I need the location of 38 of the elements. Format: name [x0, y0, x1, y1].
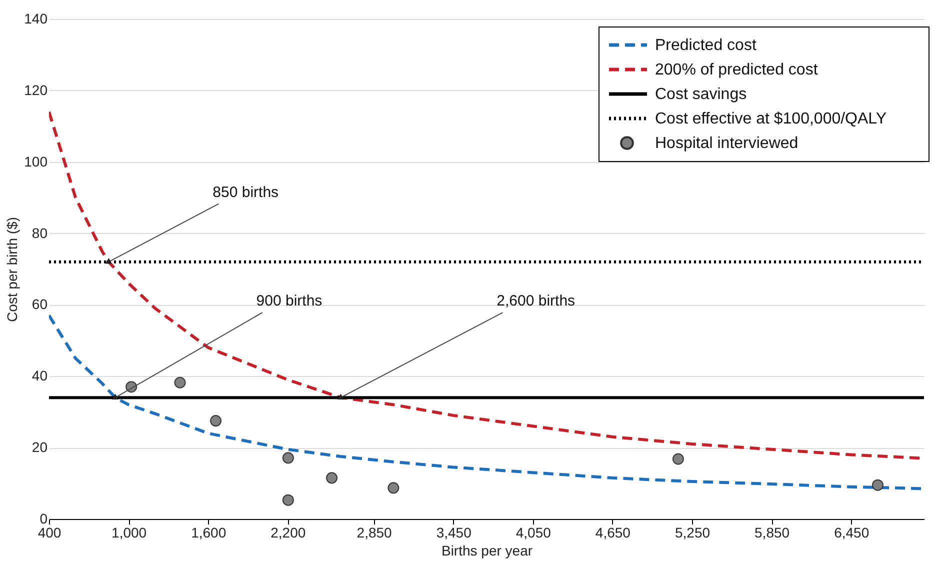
y-tick-label: 40: [32, 368, 48, 384]
line-series: [49, 314, 924, 490]
point: [388, 482, 400, 494]
x-tick-label: 5,850: [754, 524, 790, 540]
x-tick-label: 6,450: [834, 524, 870, 540]
legend-label: Cost effective at $100,000/QALY: [655, 110, 887, 128]
point: [872, 479, 884, 491]
point: [282, 494, 294, 506]
point: [672, 453, 684, 465]
annotation: 850 births: [212, 184, 279, 201]
x-tick-label: 5,250: [674, 524, 710, 540]
y-tick-label: 0: [40, 510, 48, 526]
legend-label: Cost savings: [655, 86, 747, 103]
y-tick-label: 120: [24, 82, 48, 98]
x-tick-label: 4,050: [516, 524, 552, 540]
x-axis-title: Births per year: [441, 542, 533, 558]
x-tick-label: 2,850: [356, 524, 392, 540]
x-tick-label: 400: [38, 524, 62, 540]
annotation: 900 births: [256, 292, 322, 310]
point: [326, 472, 338, 484]
x-tick-label: 4,650: [595, 524, 631, 540]
x-tick-label: 1,600: [191, 524, 226, 540]
y-tick-label: 80: [32, 224, 48, 241]
legend-label: Predicted cost: [655, 37, 757, 54]
y-tick-label: 60: [32, 296, 48, 312]
x-tick-label: 2,200: [270, 524, 306, 540]
point: [174, 376, 186, 388]
y-tick-label: 100: [24, 153, 48, 170]
legend-label: 200% of predicted cost: [655, 62, 818, 78]
y-tick-label: 20: [32, 439, 48, 456]
annotation: 2,600 births: [496, 292, 576, 310]
y-tick-label: 140: [24, 10, 48, 26]
x-tick-label: 1,000: [112, 524, 147, 540]
legend-label: Hospital interviewed: [655, 135, 798, 152]
y-axis-title: Cost per birth ($): [4, 216, 20, 322]
point: [210, 415, 222, 427]
point: [282, 452, 294, 464]
x-tick-label: 3,450: [436, 524, 472, 540]
